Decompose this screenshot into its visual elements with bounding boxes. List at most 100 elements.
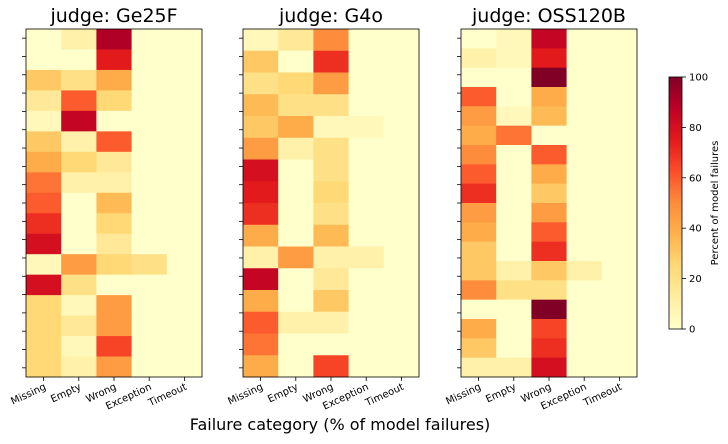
heatmap-cell xyxy=(166,49,203,71)
heatmap-cell xyxy=(461,299,497,320)
heatmap-cell xyxy=(601,125,638,146)
heatmap-cell xyxy=(313,29,349,52)
heatmap-cell xyxy=(96,233,132,255)
colorbar-tick-label: 20 xyxy=(689,274,702,285)
heatmap-cell xyxy=(461,125,497,146)
panel-title: judge: G4o xyxy=(278,5,383,27)
heatmap-cell xyxy=(601,164,638,185)
heatmap-cell xyxy=(496,106,532,127)
heatmap-cell xyxy=(61,151,97,173)
heatmap-cell xyxy=(243,246,279,269)
heatmap-cell xyxy=(131,69,168,91)
panel-title: judge: OSS120B xyxy=(471,5,626,27)
heatmap-cell xyxy=(383,333,420,356)
heatmap-cell xyxy=(166,110,203,132)
heatmap-cell xyxy=(531,145,567,165)
heatmap-cell xyxy=(531,299,567,320)
heatmap-cell xyxy=(131,90,168,112)
heatmap-cell xyxy=(461,261,497,281)
heatmap-cell xyxy=(566,357,603,378)
heatmap-cell xyxy=(243,94,279,117)
heatmap-cell xyxy=(166,336,203,357)
heatmap-cell xyxy=(601,357,638,378)
heatmap-cell xyxy=(348,159,385,182)
heatmap-cell xyxy=(166,151,203,173)
heatmap-cell xyxy=(278,94,314,117)
heatmap-cell xyxy=(496,145,532,165)
heatmap-cell xyxy=(496,203,532,223)
heatmap-cell xyxy=(131,49,168,71)
heatmap-cell xyxy=(531,164,567,185)
heatmap-cell xyxy=(383,29,420,52)
heatmap-cell xyxy=(131,315,168,337)
heatmap-cell xyxy=(313,72,349,95)
heatmap-cell xyxy=(383,246,420,269)
heatmap-cell xyxy=(461,338,497,359)
heatmap-cell xyxy=(131,254,168,276)
colorbar-tick-label: 100 xyxy=(689,73,708,84)
heatmap-cell xyxy=(348,29,385,52)
heatmap-cell xyxy=(243,29,279,52)
heatmap-cell xyxy=(278,333,314,356)
heatmap-cell xyxy=(348,94,385,117)
heatmap-cell xyxy=(26,213,62,235)
heatmap-cell xyxy=(243,268,279,291)
heatmap-cell xyxy=(131,274,168,296)
heatmap-cell xyxy=(96,29,132,50)
heatmap-cell xyxy=(131,233,168,255)
heatmap-cell xyxy=(531,125,567,146)
heatmap-cell xyxy=(166,192,203,214)
heatmap-cell xyxy=(26,151,62,173)
heatmap-cell xyxy=(601,29,638,49)
heatmap-cell xyxy=(348,268,385,291)
heatmap-cell xyxy=(531,222,567,243)
heatmap-cell xyxy=(26,295,62,316)
heatmap-cell xyxy=(278,268,314,291)
heatmap-cell xyxy=(313,159,349,182)
heatmap-cell xyxy=(243,159,279,182)
heatmap-cell xyxy=(278,116,314,139)
heatmap-cell xyxy=(531,106,567,127)
heatmap-cell xyxy=(131,110,168,132)
heatmap-panels: Missing Empty WrongExceptionTimeoutjudge: … xyxy=(9,5,638,413)
heatmap-cell xyxy=(243,50,279,73)
heatmap-cell xyxy=(383,116,420,139)
heatmap-cell xyxy=(566,183,603,204)
colorbar-tick-label: 60 xyxy=(689,173,702,184)
heatmap-cell xyxy=(496,29,532,49)
heatmap-cell xyxy=(496,164,532,185)
heatmap-cell xyxy=(26,110,62,132)
heatmap-cell xyxy=(383,290,420,313)
x-tick-label: Timeout xyxy=(146,382,189,410)
heatmap-cell xyxy=(531,261,567,281)
heatmap-cell xyxy=(278,203,314,226)
heatmap-cell xyxy=(461,357,497,378)
heatmap-cell xyxy=(61,192,97,214)
heatmap-cell xyxy=(496,357,532,378)
heatmap-cell xyxy=(166,295,203,316)
heatmap-cell xyxy=(496,183,532,204)
heatmap-cell xyxy=(313,224,349,247)
x-tick-label: Empty xyxy=(266,382,300,406)
heatmap-cell xyxy=(461,106,497,127)
x-tick-label: Empty xyxy=(49,382,83,406)
heatmap-cell xyxy=(461,241,497,262)
heatmap-cell xyxy=(383,137,420,160)
heatmap-cell xyxy=(496,125,532,146)
heatmap-cell xyxy=(96,336,132,357)
heatmap-cell xyxy=(61,295,97,316)
heatmap-cell xyxy=(496,280,532,301)
heatmap-cell xyxy=(243,224,279,247)
heatmap-cell xyxy=(383,181,420,204)
heatmap-cell xyxy=(566,125,603,146)
heatmap-cell xyxy=(566,319,603,339)
heatmap-cell xyxy=(131,29,168,50)
heatmap-cell xyxy=(96,274,132,296)
heatmap-cell xyxy=(461,29,497,49)
colorbar-tick-label: 0 xyxy=(689,325,695,336)
heatmap-cell xyxy=(313,94,349,117)
heatmap-cell xyxy=(243,72,279,95)
heatmap-cell xyxy=(461,145,497,165)
heatmap-cell xyxy=(531,319,567,339)
x-tick-label: Timeout xyxy=(363,382,406,410)
